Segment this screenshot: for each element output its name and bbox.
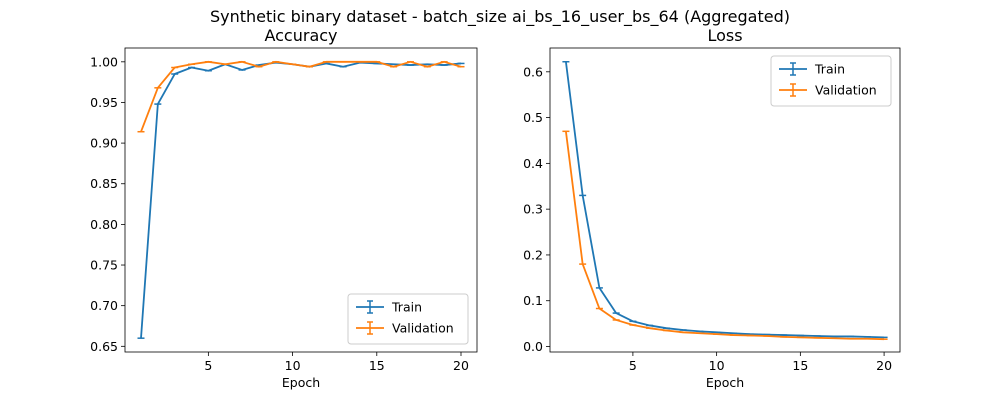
x-axis-label: Epoch [282,375,320,390]
x-tick-label: 15 [792,358,808,373]
y-tick-label: 0.0 [523,339,543,354]
legend-entry-validation: Validation [815,83,877,98]
y-tick-label: 0.4 [523,156,543,171]
legend-entry-train: Train [391,300,422,315]
y-tick-label: 0.3 [523,202,543,217]
figure-suptitle: Synthetic binary dataset - batch_size ai… [210,7,790,27]
chart-title: Accuracy [264,26,337,45]
y-tick-label: 1.00 [90,54,118,69]
axes-frame [549,47,901,353]
x-tick-label: 5 [629,358,637,373]
y-tick-label: 0.5 [523,110,543,125]
x-tick-label: 20 [876,358,892,373]
y-tick-label: 0.90 [90,136,118,151]
y-tick-label: 0.2 [523,247,543,262]
loss-chart: Loss 5 10 15 20 0.0 0.1 0.2 0.3 0.4 0.5 0.6 Epoch Tra… [523,26,901,390]
y-tick-label: 0.80 [90,217,118,232]
y-tick-label: 0.6 [523,64,543,79]
y-tick-label: 0.70 [90,298,118,313]
x-tick-label: 20 [453,358,469,373]
x-tick-label: 5 [204,358,212,373]
legend: Train Validation [770,55,892,107]
x-tick-label: 10 [285,358,301,373]
x-tick-label: 15 [369,358,385,373]
y-tick-label: 0.85 [90,176,118,191]
y-tick-label: 0.95 [90,95,118,110]
y-tick-label: 0.1 [523,293,543,308]
y-tick-label: 0.75 [90,258,118,273]
accuracy-chart: Accuracy 5 10 15 20 0.65 0.70 0.75 0.80 0.85 0.90 0… [90,26,478,390]
x-tick-label: 10 [709,358,725,373]
axes-frame [124,47,478,353]
legend-entry-validation: Validation [392,321,454,336]
legend-entry-train: Train [814,62,845,77]
series-line-validation [140,60,462,133]
chart-title: Loss [707,26,742,45]
y-tick-label: 0.65 [90,339,118,354]
legend: Train Validation [347,293,469,345]
x-axis-label: Epoch [706,375,744,390]
